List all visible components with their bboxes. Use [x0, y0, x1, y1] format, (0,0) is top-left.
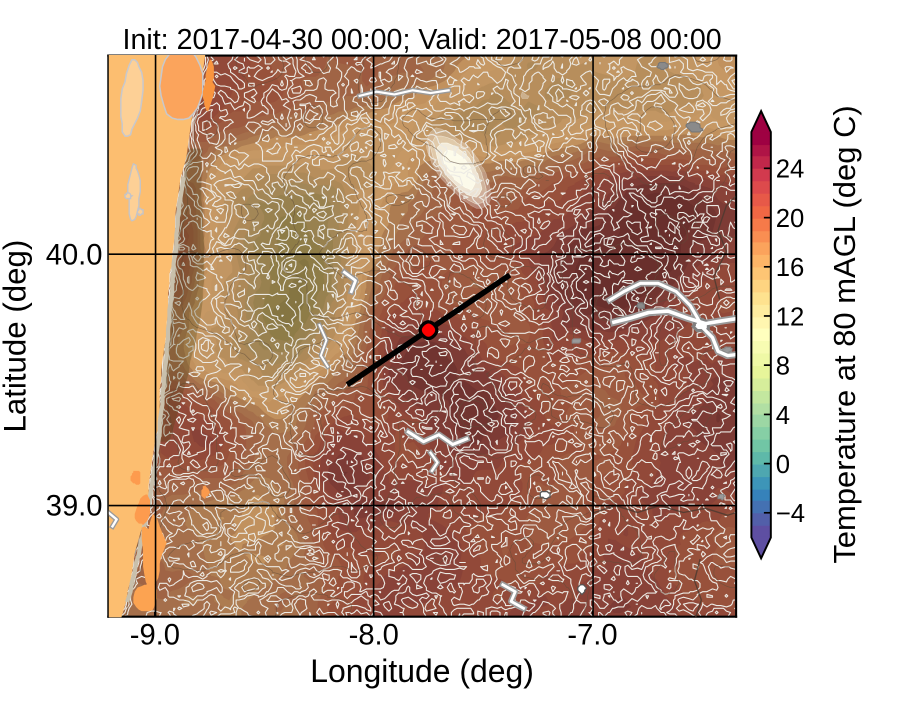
svg-text:16: 16 [776, 254, 805, 282]
svg-text:Init: 2017-04-30 00:00; Valid:: Init: 2017-04-30 00:00; Valid: 2017-05-0… [123, 24, 722, 56]
svg-text:-7.0: -7.0 [567, 620, 617, 652]
svg-text:20: 20 [776, 205, 805, 233]
svg-text:Temperature at 80 mAGL (deg C): Temperature at 80 mAGL (deg C) [827, 105, 862, 563]
svg-text:-8.0: -8.0 [349, 620, 399, 652]
svg-text:24: 24 [776, 156, 805, 184]
svg-text:0: 0 [776, 451, 790, 479]
svg-text:−4: −4 [776, 500, 805, 528]
svg-text:40.0: 40.0 [46, 240, 103, 272]
svg-text:-9.0: -9.0 [130, 620, 180, 652]
svg-text:Latitude (deg): Latitude (deg) [0, 240, 32, 433]
svg-text:8: 8 [776, 353, 790, 381]
svg-text:12: 12 [776, 303, 805, 331]
svg-text:Longitude (deg): Longitude (deg) [310, 653, 534, 689]
svg-text:4: 4 [776, 402, 790, 430]
svg-text:39.0: 39.0 [46, 491, 103, 523]
